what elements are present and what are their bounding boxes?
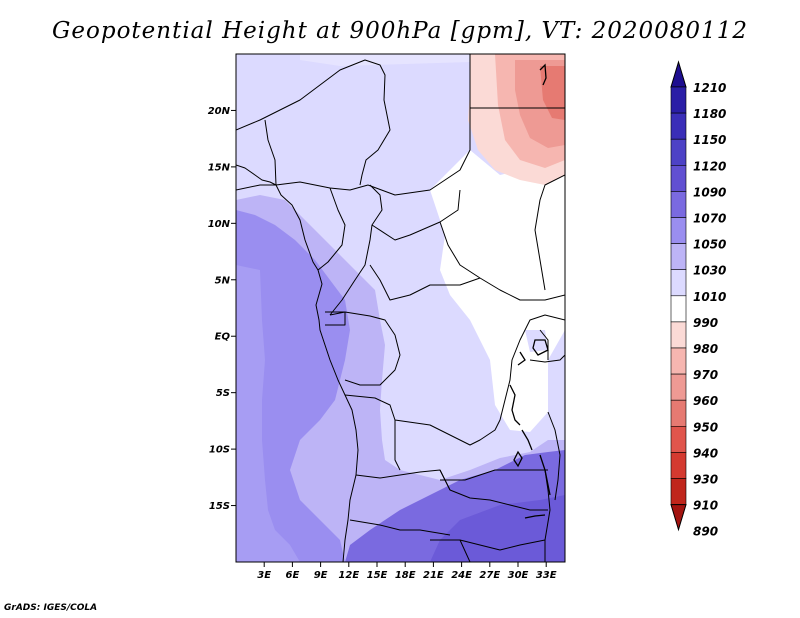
lon-tick-label: 15E [367,570,388,581]
colorbar-box [670,347,687,375]
lat-tick-label: 20N [208,106,231,117]
lon-axis: 3E 6E 9E 12E 15E 18E 21E 24E 27E 30E 33E [257,562,557,581]
colorbar-label: 1120 [693,159,726,173]
colorbar-max-arrow [670,60,687,88]
colorbar-label: 1010 [693,290,726,304]
map-plot-area [236,54,565,562]
lat-tick-label: 5N [215,275,231,286]
colorbar-label: 1030 [693,264,726,278]
field-1010-1030-light [300,54,470,66]
field-1050-1070-deep [236,265,300,562]
colorbar-label: 890 [693,525,718,539]
colorbar-label: 960 [693,394,718,408]
colorbar-label: 1070 [693,212,726,226]
colorbar-box [670,243,687,271]
colorbar-box [670,452,687,479]
lat-tick-label: 15S [209,501,230,512]
colorbar-label: 950 [693,420,718,434]
field-lake-victoria [525,330,548,352]
lon-tick-label: 21E [423,570,444,581]
lon-tick-label: 24E [451,570,472,581]
lon-tick-label: 30E [508,570,529,581]
colorbar-box [670,269,687,297]
colorbar: 1210 1180 1150 1120 1090 1070 1050 1030 1010 990 9… [670,60,726,539]
colorbar-label: 980 [693,342,718,356]
lat-tick-label: 15N [208,162,231,173]
lat-tick-label: 10N [208,219,231,230]
map-title: Geopotential Height at 900hPa [gpm], VT:… [52,18,748,44]
colorbar-box [670,425,687,453]
lon-tick-label: 12E [338,570,359,581]
colorbar-box [670,295,687,323]
colorbar-box [670,373,687,401]
colorbar-label: 940 [693,446,718,460]
lon-tick-label: 6E [286,570,300,581]
lon-tick-label: 18E [395,570,416,581]
colorbar-label: 1050 [693,238,726,252]
field-990-1010 [430,150,565,432]
colorbar-box [670,191,687,218]
heat-low-sudan [468,54,565,185]
country-boundaries [236,54,565,562]
colorbar-box [670,112,687,140]
lat-tick-label: 5S [216,388,230,399]
field-1070-1090-core [430,495,565,562]
grads-credit: GrADS: IGES/COLA [4,603,98,613]
lat-tick-label: 10S [209,445,230,456]
colorbar-box [670,86,687,114]
colorbar-box [670,478,687,505]
colorbar-box [670,321,687,349]
colorbar-label: 970 [693,368,718,382]
lat-axis: 20N 15N 10N 5N EQ 5S 10S 15S [208,106,236,512]
lon-tick-label: 3E [257,570,271,581]
colorbar-label: 1150 [693,133,726,147]
colorbar-label: 1090 [693,185,726,199]
colorbar-label: 910 [693,499,718,513]
map-frame [235,53,566,563]
lakes [509,63,551,519]
colorbar-label: 930 [693,473,718,487]
colorbar-label: 1180 [693,107,726,121]
lon-tick-label: 9E [314,570,328,581]
colorbar-box [670,217,687,244]
lon-tick-label: 27E [479,570,500,581]
colorbar-label: 990 [693,316,718,330]
lon-tick-label: 33E [536,570,557,581]
colorbar-min-arrow [670,504,687,532]
colorbar-box [670,165,687,192]
colorbar-box [670,138,687,166]
colorbar-label: 1210 [693,81,726,95]
lat-tick-label: EQ [215,332,231,343]
colorbar-box [670,399,687,427]
